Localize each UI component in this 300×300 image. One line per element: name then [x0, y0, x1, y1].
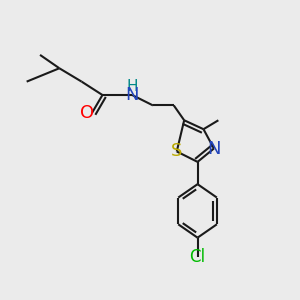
Text: S: S: [171, 142, 182, 160]
Text: H: H: [126, 79, 138, 94]
Text: N: N: [125, 86, 139, 104]
Text: Cl: Cl: [190, 248, 206, 266]
Text: O: O: [80, 104, 94, 122]
Text: N: N: [207, 140, 221, 158]
